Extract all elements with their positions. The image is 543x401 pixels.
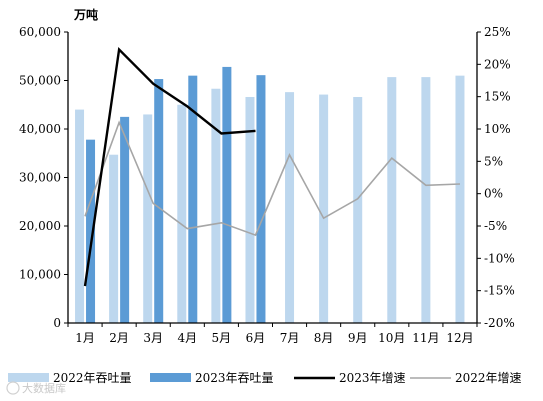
watermark: 大数据库 bbox=[6, 381, 66, 395]
legend-label: 2022年吞吐量 bbox=[53, 371, 132, 385]
axes: 0 10,000 20,000 30,000 40,000 50,000 60,000 -20… bbox=[19, 25, 515, 345]
legend-label: 2022年增速 bbox=[455, 371, 522, 385]
watermark-text: 大数据库 bbox=[22, 381, 66, 395]
right-tick-label: 15% bbox=[484, 90, 511, 104]
legend-label: 2023年增速 bbox=[339, 371, 406, 385]
bar-2023 bbox=[188, 75, 198, 324]
left-tick-label: 20,000 bbox=[19, 219, 61, 233]
bar-2023 bbox=[222, 66, 232, 324]
left-tick-label: 60,000 bbox=[19, 25, 61, 39]
legend-swatch bbox=[150, 373, 191, 382]
x-tick-label: 11月 bbox=[412, 331, 439, 345]
right-tick-label: -10% bbox=[484, 251, 515, 265]
bar-2022 bbox=[211, 88, 221, 324]
x-tick-label: 7月 bbox=[280, 331, 300, 345]
right-tick-label: -20% bbox=[484, 316, 515, 330]
x-tick-label: 5月 bbox=[212, 331, 232, 345]
x-tick-label: 3月 bbox=[143, 331, 163, 345]
line-2023-growth bbox=[83, 46, 256, 287]
bars-2022 bbox=[75, 75, 465, 324]
bar-2023 bbox=[120, 116, 130, 323]
legend-label: 2023年吞吐量 bbox=[195, 371, 274, 385]
right-tick-label: -5% bbox=[484, 219, 507, 233]
left-tick-label: 30,000 bbox=[19, 171, 61, 185]
bar-2022 bbox=[285, 92, 295, 323]
x-tick-label: 1月 bbox=[75, 331, 95, 345]
bar-2022 bbox=[177, 104, 187, 323]
right-tick-label: 5% bbox=[484, 154, 503, 168]
right-tick-label: 10% bbox=[484, 122, 511, 136]
right-tick-label: -15% bbox=[484, 284, 515, 298]
bar-2022 bbox=[109, 154, 119, 323]
line-2022-growth bbox=[84, 120, 461, 237]
left-tick-label: 40,000 bbox=[19, 122, 61, 136]
x-tick-label: 6月 bbox=[246, 331, 266, 345]
line-series bbox=[83, 46, 461, 287]
bar-2022 bbox=[387, 77, 397, 323]
bar-2023 bbox=[154, 79, 164, 323]
left-tick-label: 50,000 bbox=[19, 74, 61, 88]
right-tick-label: 20% bbox=[484, 57, 511, 71]
x-tick-label: 2月 bbox=[109, 331, 129, 345]
bars-2023 bbox=[86, 66, 266, 324]
right-tick-label: 25% bbox=[484, 25, 511, 39]
x-tick-label: 12月 bbox=[446, 331, 473, 345]
bar-2023 bbox=[86, 139, 96, 323]
bar-2023 bbox=[256, 75, 266, 323]
x-tick-label: 4月 bbox=[177, 331, 197, 345]
right-tick-label: 0% bbox=[484, 187, 503, 201]
bar-2022 bbox=[455, 75, 465, 324]
bar-2022 bbox=[245, 96, 255, 324]
bar-2022 bbox=[143, 114, 153, 323]
x-tick-label: 8月 bbox=[314, 331, 334, 345]
bar-2022 bbox=[421, 77, 431, 323]
bar-2022 bbox=[353, 96, 363, 324]
legend: 2022年吞吐量 2023年吞吐量 2023年增速 2022年增速 bbox=[8, 371, 522, 385]
bar-2022 bbox=[75, 109, 85, 323]
watermark-logo-icon bbox=[6, 381, 20, 395]
x-tick-label: 10月 bbox=[378, 331, 405, 345]
left-tick-label: 10,000 bbox=[19, 268, 61, 282]
x-tick-label: 9月 bbox=[348, 331, 368, 345]
bar-2022 bbox=[319, 94, 329, 323]
left-tick-label: 0 bbox=[53, 316, 61, 330]
legend-swatch bbox=[8, 373, 49, 382]
unit-label: 万吨 bbox=[73, 7, 98, 22]
